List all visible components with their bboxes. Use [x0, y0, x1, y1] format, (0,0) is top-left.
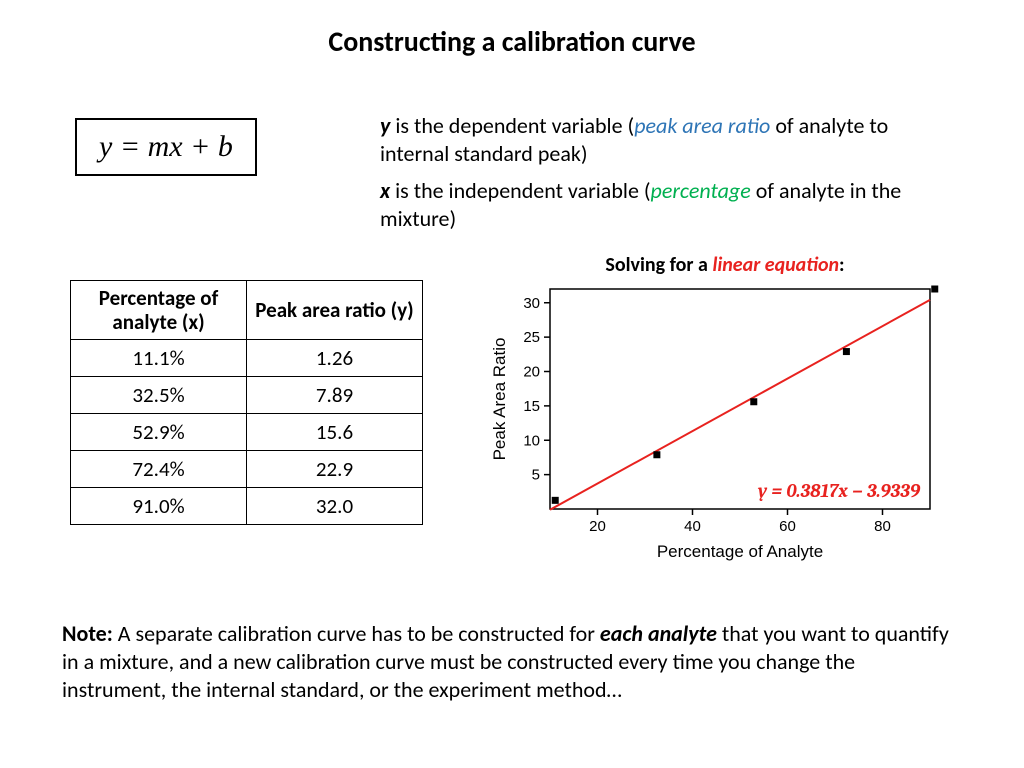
table-cell: 52.9% — [71, 414, 247, 451]
table-row: 91.0%32.0 — [71, 488, 423, 525]
equation-box: y = mx + b — [75, 118, 257, 176]
page-title: Constructing a calibration curve — [0, 0, 1024, 59]
table-row: 72.4%22.9 — [71, 451, 423, 488]
col-header-x: Percentage of analyte (x) — [71, 281, 247, 340]
table-cell: 15.6 — [247, 414, 423, 451]
table-row: 32.5%7.89 — [71, 377, 423, 414]
y-tick-label: 15 — [523, 398, 540, 415]
x-tick-label: 60 — [779, 518, 796, 535]
variable-definitions: y is the dependent variable (peak area r… — [380, 112, 945, 242]
table-cell: 72.4% — [71, 451, 247, 488]
x-tick-label: 40 — [684, 518, 701, 535]
fit-equation: y = 0.3817x − 3.9339 — [757, 480, 921, 502]
table-cell: 7.89 — [247, 377, 423, 414]
plot-frame — [550, 289, 930, 509]
data-table: Percentage of analyte (x) Peak area rati… — [70, 280, 423, 525]
chart-svg: 20 40 60 80 5 10 15 20 25 30 Percentage of Analyte… — [480, 279, 970, 579]
table-row: 52.9%15.6 — [71, 414, 423, 451]
equation-text: y = mx + b — [99, 130, 233, 163]
data-point — [843, 348, 850, 355]
y-tick-label: 25 — [523, 329, 540, 346]
table-cell: 22.9 — [247, 451, 423, 488]
table-cell: 32.0 — [247, 488, 423, 525]
table-cell: 11.1% — [71, 340, 247, 377]
table-row: 11.1%1.26 — [71, 340, 423, 377]
table-cell: 1.26 — [247, 340, 423, 377]
y-axis-label: Peak Area Ratio — [490, 338, 509, 461]
x-tick-label: 20 — [589, 518, 606, 535]
data-point — [653, 451, 660, 458]
data-point — [552, 497, 559, 504]
table-cell: 91.0% — [71, 488, 247, 525]
note-text: Note: A separate calibration curve has t… — [62, 620, 962, 704]
fit-line — [550, 300, 930, 510]
y-tick-label: 20 — [523, 364, 540, 381]
x-definition: x is the independent variable (percentag… — [380, 177, 945, 232]
y-tick-label: 10 — [523, 432, 540, 449]
col-header-y: Peak area ratio (y) — [247, 281, 423, 340]
data-point — [931, 286, 938, 293]
chart-container: Solving for a linear equation: 20 40 60 80 5… — [480, 253, 970, 584]
x-axis-label: Percentage of Analyte — [657, 542, 823, 561]
y-definition: y is the dependent variable (peak area r… — [380, 112, 945, 167]
x-tick-label: 80 — [874, 518, 891, 535]
y-tick-label: 5 — [532, 467, 540, 484]
table-cell: 32.5% — [71, 377, 247, 414]
data-point — [750, 398, 757, 405]
y-tick-label: 30 — [523, 295, 540, 312]
chart-title: Solving for a linear equation: — [480, 253, 970, 277]
